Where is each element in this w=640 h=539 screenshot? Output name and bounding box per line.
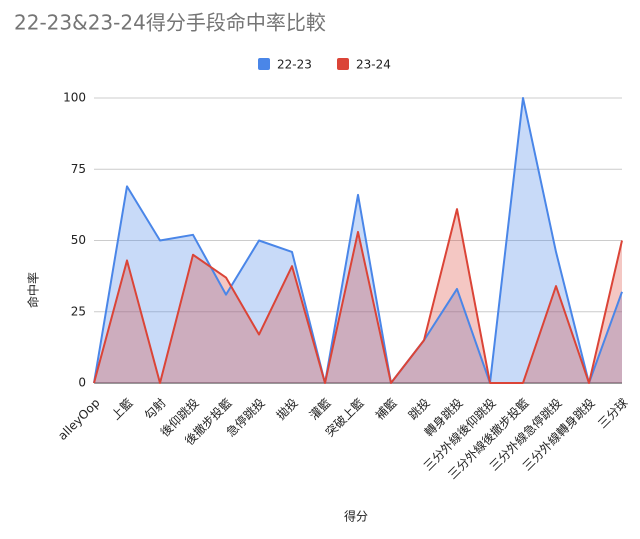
legend-swatch — [258, 58, 270, 70]
x-tick-label: 跳投 — [405, 395, 433, 423]
x-tick-label: 補籃 — [372, 395, 400, 423]
x-tick-label: 上籃 — [108, 395, 136, 423]
legend-label: 23-24 — [356, 58, 391, 72]
y-tick-label: 100 — [63, 91, 86, 105]
y-tick-label: 0 — [78, 376, 86, 390]
line — [93, 97, 623, 384]
legend-label: 22-23 — [277, 58, 312, 72]
x-tick-label: 拋投 — [273, 395, 301, 423]
line — [93, 208, 623, 384]
chart-title: 22-23&23-24得分手段命中率比較 — [14, 11, 326, 35]
legend-swatch — [337, 58, 349, 70]
y-tick-label: 25 — [71, 304, 86, 318]
y-tick-label: 50 — [71, 233, 86, 247]
x-tick-label: alleyOop — [55, 396, 102, 443]
x-tick-label: 勾射 — [141, 395, 169, 423]
y-axis-title: 命中率 — [26, 272, 41, 308]
x-tick-label: 灌籃 — [306, 395, 334, 423]
y-tick-label: 75 — [71, 162, 86, 176]
x-tick-label: 三分球 — [595, 396, 630, 431]
x-axis-title: 得分 — [344, 509, 368, 524]
area — [94, 209, 622, 383]
area — [94, 98, 622, 383]
